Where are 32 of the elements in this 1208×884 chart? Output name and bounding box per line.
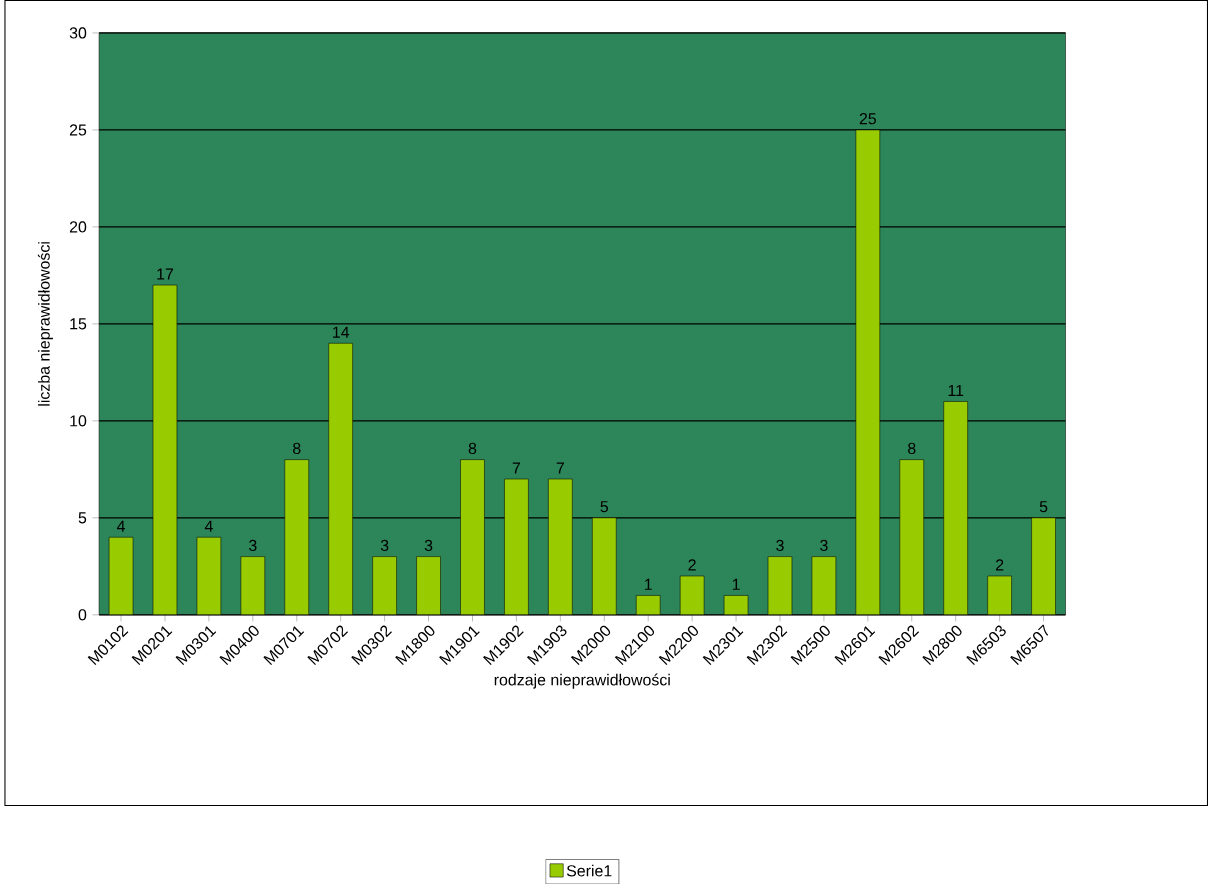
data-label: 11	[948, 384, 964, 396]
data-label: 1	[644, 578, 652, 590]
data-label: 7	[512, 462, 521, 474]
legend-label: Serie1	[566, 864, 612, 877]
data-label: 25	[859, 112, 877, 125]
data-label: 8	[293, 442, 301, 454]
data-label: 4	[204, 520, 213, 532]
data-label: 5	[1039, 500, 1048, 513]
x-axis-title: rodzaje nieprawidłowości	[494, 673, 670, 689]
data-label: 3	[776, 539, 784, 551]
data-label: 3	[380, 539, 389, 551]
data-label: 7	[556, 462, 564, 474]
y-tick-label: 0	[78, 609, 87, 621]
data-label: 1	[732, 578, 740, 590]
y-tick-label: 10	[70, 415, 87, 427]
y-tick-label: 5	[78, 512, 87, 524]
data-label: 5	[600, 500, 609, 513]
data-label: 2	[688, 559, 696, 571]
data-label: 3	[820, 539, 828, 551]
y-tick-label: 15	[70, 318, 87, 330]
y-tick-label: 30	[69, 27, 87, 39]
data-label: 8	[468, 442, 477, 454]
data-label: 8	[908, 442, 916, 454]
data-label: 3	[424, 539, 433, 551]
data-label: 2	[995, 559, 1004, 571]
y-axis-title: liczba nieprawidłowości	[37, 242, 53, 406]
data-label: 14	[333, 326, 350, 338]
y-tick-label: 20	[69, 221, 87, 233]
data-label: 3	[249, 539, 257, 551]
y-tick-label: 25	[69, 124, 87, 136]
data-label: 17	[157, 268, 174, 280]
data-label: 4	[116, 520, 126, 532]
